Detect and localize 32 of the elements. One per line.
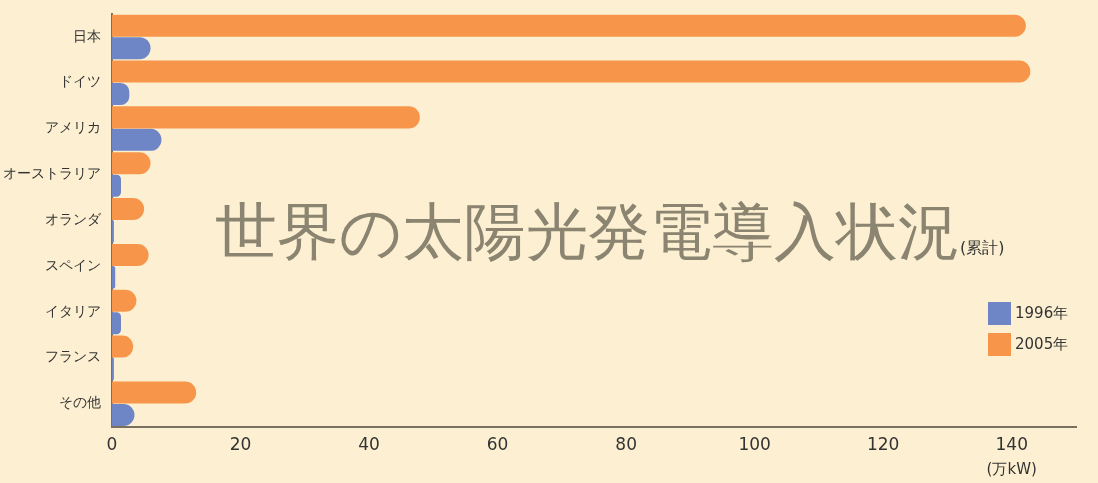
bar: [112, 312, 121, 335]
text: (累計): [960, 238, 1005, 257]
bar: [112, 243, 149, 266]
bar: [112, 14, 1026, 37]
x-tick-label: 120: [866, 434, 900, 455]
y-tick-label: アメリカ: [45, 119, 101, 136]
bar: [112, 174, 121, 197]
x-tick-label: 60: [486, 434, 509, 455]
x-tick-label: 80: [615, 434, 637, 455]
y-tick-label: オランダ: [45, 210, 102, 227]
y-tick-label: ドイツ: [59, 73, 101, 90]
bar: [112, 60, 1031, 83]
legend-label: 1996年: [1015, 304, 1069, 323]
y-tick-label: フランス: [45, 348, 101, 365]
y-tick-label: 日本: [73, 27, 101, 44]
y-tick-label: スペイン: [45, 256, 101, 273]
x-axis-title: (万kW): [986, 460, 1037, 479]
bar: [112, 37, 151, 60]
bar: [112, 106, 420, 129]
y-tick-label: オーストラリア: [3, 165, 101, 182]
legend-label: 2005年: [1015, 335, 1069, 354]
x-tick-label: 20: [229, 434, 252, 455]
x-tick-label: 100: [738, 434, 771, 455]
bar: [112, 152, 151, 175]
bar: [112, 381, 197, 404]
bar: [112, 266, 116, 289]
x-tick-label: 0: [106, 434, 118, 455]
x-tick-label: 40: [358, 434, 380, 455]
y-tick-label: その他: [59, 394, 101, 411]
bar: [112, 128, 162, 151]
x-tick-label: 140: [995, 434, 1028, 455]
y-tick-label: イタリア: [45, 302, 101, 319]
